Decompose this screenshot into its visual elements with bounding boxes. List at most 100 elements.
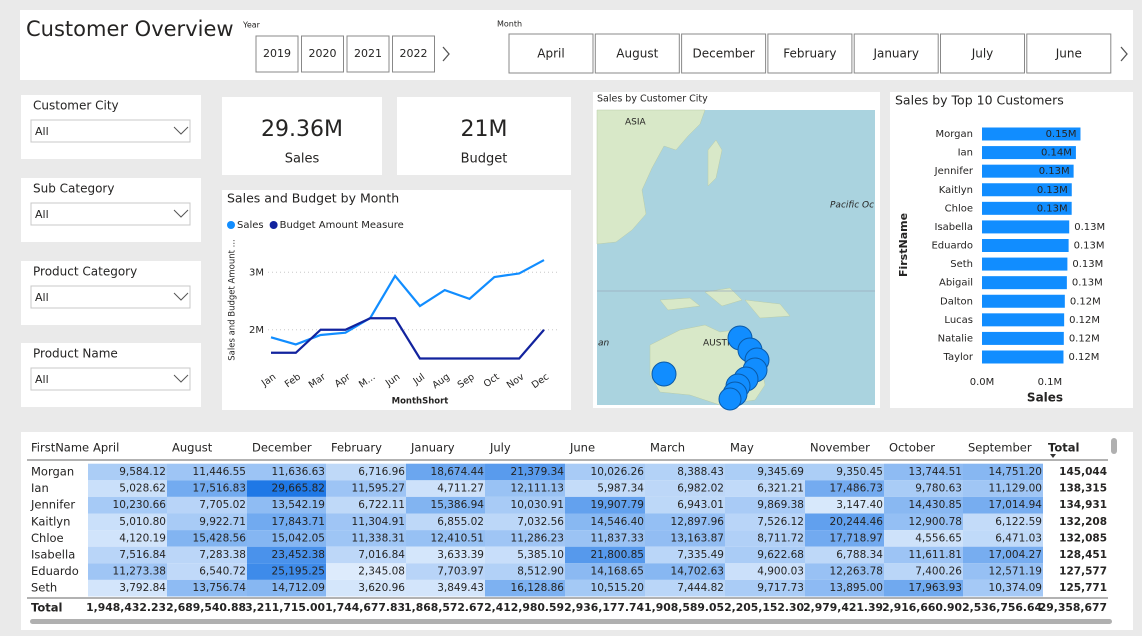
bar-value-label: 0.12M [1070, 296, 1101, 307]
month-button-label[interactable]: July [971, 47, 994, 61]
year-button[interactable] [301, 35, 344, 73]
year-next-arrow[interactable] [442, 46, 450, 62]
map-label: ASIA [625, 118, 647, 128]
dropdown-chevron[interactable] [173, 209, 189, 218]
month-button[interactable] [681, 33, 767, 74]
cell-shade [725, 563, 805, 580]
month-button[interactable] [1026, 33, 1112, 74]
table-header[interactable]: Total [1048, 441, 1079, 455]
slicer-value[interactable]: All [35, 208, 49, 221]
total-cell: 2,689,540.88 [166, 601, 246, 614]
cell-shade [167, 563, 247, 580]
dropdown-chevron[interactable] [173, 126, 189, 135]
table-cell: 13,163.87 [671, 532, 724, 544]
dropdown-chevron[interactable] [173, 292, 189, 301]
table-header[interactable]: June [569, 441, 595, 455]
month-button-label[interactable]: January [872, 47, 919, 61]
table-cell: 7,703.97 [437, 566, 484, 578]
year-button[interactable] [255, 35, 299, 73]
row-label: Isabella [31, 548, 75, 562]
cell-shade [485, 496, 565, 514]
total-cell: 29,358,677 [1039, 601, 1107, 614]
table-cell: 17,486.73 [830, 483, 883, 495]
table-header[interactable]: October [889, 441, 935, 455]
slicer-dropdown[interactable] [30, 202, 191, 226]
year-button[interactable] [392, 35, 435, 73]
slicer-value[interactable]: All [35, 373, 49, 386]
cell-shade [725, 513, 805, 531]
slicer-value[interactable]: All [35, 291, 49, 304]
slicer-dropdown[interactable] [30, 367, 191, 391]
year-button[interactable] [346, 35, 390, 73]
total-cell: 3,211,715.00 [245, 601, 325, 614]
horizontal-scrollbar[interactable] [30, 619, 1112, 624]
month-button-label[interactable]: February [783, 47, 836, 61]
cell-shade [963, 579, 1043, 597]
table-cell: 19,907.79 [591, 499, 644, 511]
cell-shade [805, 546, 884, 564]
table-header[interactable]: December [252, 441, 312, 455]
table-cell: 7,032.56 [517, 516, 564, 528]
cell-shade [645, 530, 725, 547]
table-cell: 4,556.65 [915, 532, 962, 544]
year-button-label[interactable]: 2020 [309, 47, 337, 60]
bar-value-label: 0.13M [1072, 278, 1103, 289]
table-cell: 8,512.90 [517, 566, 564, 578]
table-header[interactable]: July [489, 441, 511, 455]
table-header[interactable]: January [410, 441, 455, 455]
table-header[interactable]: FirstName [31, 441, 89, 455]
month-button-label[interactable]: June [1055, 47, 1082, 61]
table-cell: 6,722.11 [358, 499, 405, 511]
table-header[interactable]: February [331, 441, 382, 455]
vertical-scrollbar[interactable] [1111, 438, 1117, 454]
bar-value-label: 0.14M [1041, 148, 1072, 159]
month-button[interactable] [508, 33, 594, 74]
table-header[interactable]: March [650, 441, 685, 455]
month-next-arrow[interactable] [1120, 46, 1128, 62]
bar [982, 294, 1065, 308]
table-cell: 11,446.55 [193, 466, 246, 478]
table-header[interactable]: April [93, 441, 119, 455]
month-button-label[interactable]: April [537, 47, 564, 61]
table-cell: 10,230.66 [113, 499, 167, 511]
cell-shade [805, 513, 884, 531]
table-cell: 10,030.91 [511, 499, 564, 511]
dropdown-chevron[interactable] [173, 374, 189, 383]
table-cell: 5,010.80 [119, 516, 166, 528]
slicer-dropdown[interactable] [30, 285, 191, 309]
table-header[interactable]: November [810, 441, 870, 455]
year-button-label[interactable]: 2021 [354, 47, 382, 60]
table-header[interactable]: August [172, 441, 213, 455]
y-tick-label: Isabella [935, 222, 973, 233]
table-header[interactable]: May [730, 441, 754, 455]
slicer-dropdown[interactable] [30, 119, 191, 143]
table-cell: 13,895.00 [830, 582, 883, 594]
month-button-label[interactable]: August [616, 47, 658, 61]
cell-shade [725, 579, 805, 597]
cell-shade [884, 563, 963, 580]
table-cell: 14,430.85 [909, 499, 962, 511]
month-button-label[interactable]: December [692, 47, 754, 61]
table-cell: 4,900.03 [757, 566, 804, 578]
month-button[interactable] [767, 33, 853, 74]
table-cell: 14,702.63 [671, 566, 724, 578]
bar [982, 127, 1081, 141]
bar-value-label: 0.13M [1039, 166, 1070, 177]
table-header[interactable]: September [968, 441, 1032, 455]
bar-value-label: 0.13M [1074, 241, 1105, 252]
month-button[interactable] [594, 33, 680, 74]
table-cell: 12,900.78 [909, 516, 962, 528]
year-button-label[interactable]: 2022 [400, 47, 428, 60]
chart-title: Sales by Customer City [597, 94, 708, 105]
cell-shade [247, 513, 326, 531]
month-button[interactable] [853, 33, 939, 74]
table-cell: 7,400.26 [915, 566, 962, 578]
month-button[interactable] [940, 33, 1025, 74]
year-button-label[interactable]: 2019 [263, 47, 291, 60]
slicer-value[interactable]: All [35, 125, 49, 138]
page-title: Customer Overview [26, 17, 234, 41]
table-cell: 128,451 [1059, 549, 1107, 561]
table-cell: 17,516.83 [193, 483, 246, 495]
table-cell: 6,716.96 [358, 466, 405, 478]
